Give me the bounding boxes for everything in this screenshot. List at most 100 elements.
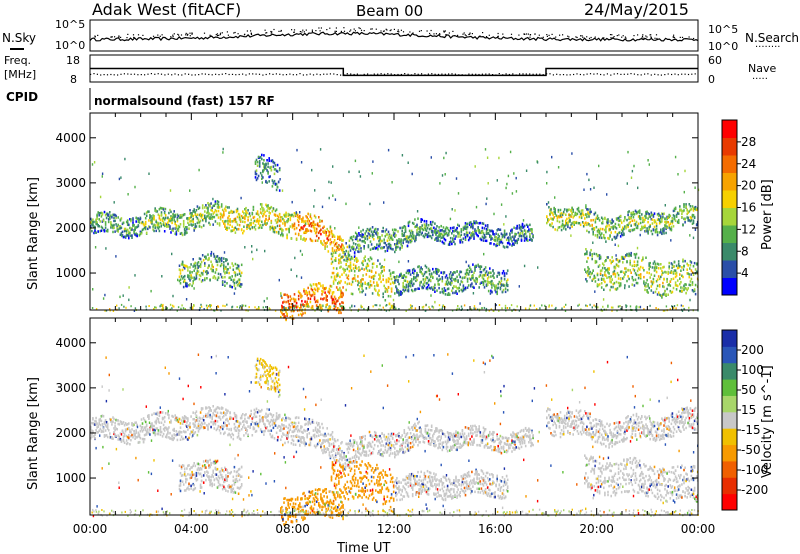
data-cell <box>113 216 115 219</box>
data-cell <box>365 273 368 276</box>
data-cell <box>677 266 680 269</box>
speckle-cell <box>585 204 587 207</box>
data-cell <box>379 277 381 280</box>
data-cell <box>585 248 587 251</box>
data-cell <box>626 218 628 222</box>
data-cell <box>604 217 606 220</box>
nave-dot <box>633 73 635 75</box>
data-cell <box>654 220 657 223</box>
data-cell <box>466 225 469 229</box>
data-cell <box>252 221 255 225</box>
data-cell <box>401 292 403 295</box>
data-cell <box>224 284 226 287</box>
data-cell <box>588 223 590 226</box>
data-cell <box>319 220 321 223</box>
data-cell <box>261 226 263 229</box>
data-cell <box>457 280 459 283</box>
data-cell <box>663 232 665 235</box>
data-cell <box>246 224 248 227</box>
data-cell <box>561 223 564 227</box>
data-cell <box>331 271 334 275</box>
speckle-cell <box>272 160 274 163</box>
data-cell <box>465 271 468 275</box>
data-cell <box>227 222 229 226</box>
data-cell <box>482 232 485 235</box>
data-cell <box>638 209 641 212</box>
data-cell <box>668 267 670 270</box>
data-cell <box>379 238 381 241</box>
data-cell <box>92 221 94 224</box>
data-cell <box>191 212 193 215</box>
data-cell <box>466 277 469 281</box>
data-cell <box>229 284 231 288</box>
data-cell <box>151 217 153 220</box>
data-cell <box>394 250 396 254</box>
data-cell <box>661 269 663 273</box>
data-cell <box>307 303 309 306</box>
data-cell <box>339 286 341 290</box>
data-cell <box>234 287 237 290</box>
data-cell <box>652 262 655 265</box>
data-cell <box>566 210 568 213</box>
data-cell <box>649 225 651 228</box>
data-cell <box>178 275 181 278</box>
data-cell <box>318 287 320 290</box>
data-cell <box>341 247 343 250</box>
data-cell <box>315 283 318 286</box>
data-cell <box>246 225 248 228</box>
data-cell <box>684 218 686 221</box>
data-cell <box>399 246 401 250</box>
data-cell <box>559 208 562 212</box>
nave-dot <box>370 74 372 76</box>
nave-dot <box>387 73 389 75</box>
speckle-cell <box>290 268 292 271</box>
ground-cell <box>207 305 210 308</box>
data-cell <box>185 264 187 268</box>
data-cell <box>356 235 358 239</box>
speckle-cell <box>236 228 238 231</box>
data-cell <box>585 252 587 255</box>
data-cell <box>446 234 449 237</box>
data-cell <box>257 174 260 178</box>
data-cell <box>491 286 493 289</box>
data-cell <box>426 226 429 230</box>
data-cell <box>523 229 526 232</box>
noise-search-dot <box>479 35 481 37</box>
data-cell <box>620 228 623 232</box>
data-cell <box>554 228 556 231</box>
data-cell <box>548 218 550 222</box>
noise-search-dot <box>219 34 221 36</box>
data-cell <box>382 295 384 299</box>
speckle-cell <box>455 177 458 180</box>
data-cell <box>225 271 227 274</box>
data-cell <box>425 220 428 223</box>
data-cell <box>333 275 336 278</box>
data-cell <box>463 225 466 229</box>
data-cell <box>470 225 472 229</box>
data-cell <box>398 292 400 295</box>
data-cell <box>511 239 513 243</box>
data-cell <box>419 228 421 231</box>
data-cell <box>283 213 285 217</box>
data-cell <box>452 291 454 295</box>
data-cell <box>493 243 495 246</box>
data-cell <box>256 164 259 167</box>
nave-tick-bottom: 0 <box>708 73 715 86</box>
speckle-cell <box>617 244 620 248</box>
data-cell <box>335 273 338 276</box>
data-cell <box>221 276 224 279</box>
data-cell <box>286 236 288 240</box>
data-cell <box>594 221 597 224</box>
data-cell <box>666 280 668 283</box>
nave-dot <box>431 73 433 75</box>
data-cell <box>348 245 351 249</box>
speckle-cell <box>509 150 512 154</box>
data-cell <box>273 168 276 171</box>
data-cell <box>276 170 279 173</box>
data-cell <box>616 271 619 275</box>
data-cell <box>531 228 533 231</box>
ground-cell <box>161 308 163 311</box>
data-cell <box>90 427 92 431</box>
noise-search-dot <box>111 36 113 38</box>
data-cell <box>339 275 341 279</box>
